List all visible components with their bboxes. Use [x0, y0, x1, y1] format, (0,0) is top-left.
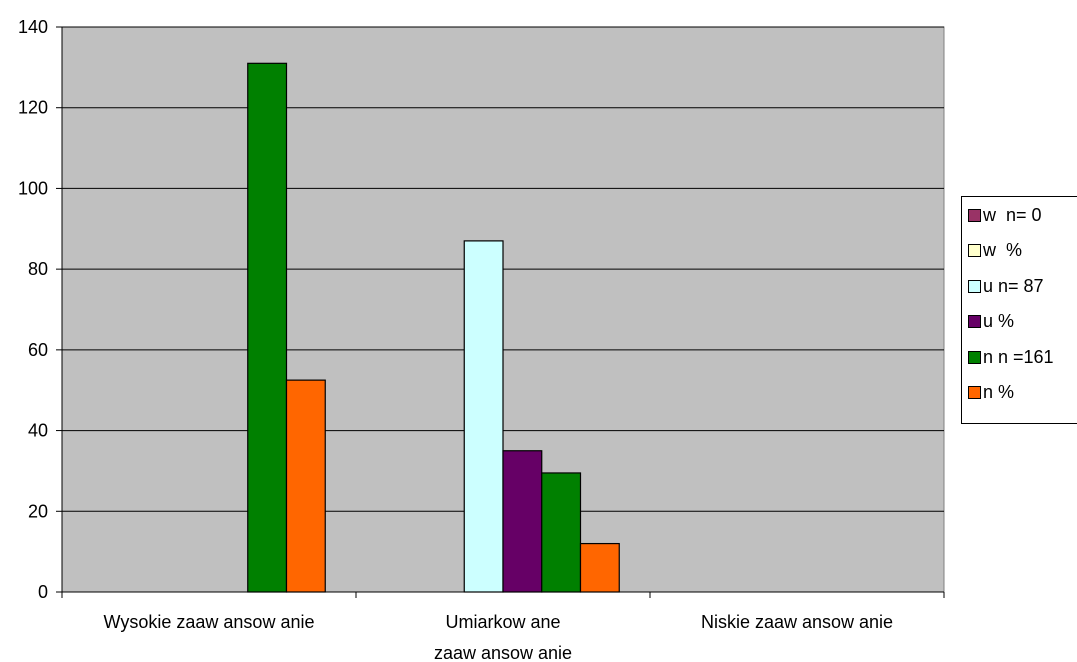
y-tick-label: 140: [18, 17, 48, 37]
legend-swatch: [968, 386, 981, 399]
bars: [247, 62, 620, 593]
legend-label: w n= 0: [983, 204, 1042, 225]
legend-item: w n= 0: [968, 205, 1042, 225]
y-tick-label: 40: [28, 421, 48, 441]
legend-label: w %: [983, 240, 1023, 260]
y-tick-label: 60: [28, 340, 48, 360]
legend-swatch: [968, 279, 981, 293]
x-tick-labels: Wysokie zaaw ansow anie Umiarkow ane zaaw …: [104, 612, 894, 662]
axes: [56, 26, 945, 598]
y-tick-labels: 0 20 40 60 80 100 120 140: [18, 17, 48, 602]
gridlines: [62, 26, 944, 512]
legend-label: u %: [983, 311, 1015, 331]
legend-item: n n =161: [968, 347, 1054, 367]
bar: [463, 240, 504, 593]
x-tick-label: Niskie zaaw ansow anie: [701, 612, 893, 632]
y-tick-label: 100: [18, 178, 48, 198]
y-tick-label: 20: [28, 501, 48, 521]
legend-swatch: [968, 244, 981, 257]
bar: [541, 472, 582, 593]
legend-item: u %: [968, 311, 1015, 332]
y-tick-label: 0: [38, 582, 48, 602]
bar: [502, 450, 543, 593]
legend-item: n %: [968, 382, 1015, 403]
y-tick-label: 80: [28, 259, 48, 279]
legend-label: n %: [983, 382, 1015, 402]
y-tick-label: 120: [18, 98, 48, 118]
bar: [247, 62, 288, 593]
legend-item: w %: [968, 240, 1023, 261]
legend-label: n n =161: [983, 346, 1054, 367]
bar: [285, 379, 326, 593]
legend-swatch: [968, 350, 981, 364]
legend-swatch: [968, 315, 981, 328]
legend-label: u n= 87: [983, 275, 1044, 296]
legend-swatch: [968, 208, 981, 222]
x-tick-label: Wysokie zaaw ansow anie: [104, 612, 315, 632]
bar: [579, 542, 620, 593]
legend: w n= 0 w % u n= 87 u % n n =161 n %: [961, 196, 1077, 424]
legend-item: u n= 87: [968, 276, 1044, 296]
x-tick-label: Umiarkow ane zaaw ansow anie: [434, 612, 572, 662]
